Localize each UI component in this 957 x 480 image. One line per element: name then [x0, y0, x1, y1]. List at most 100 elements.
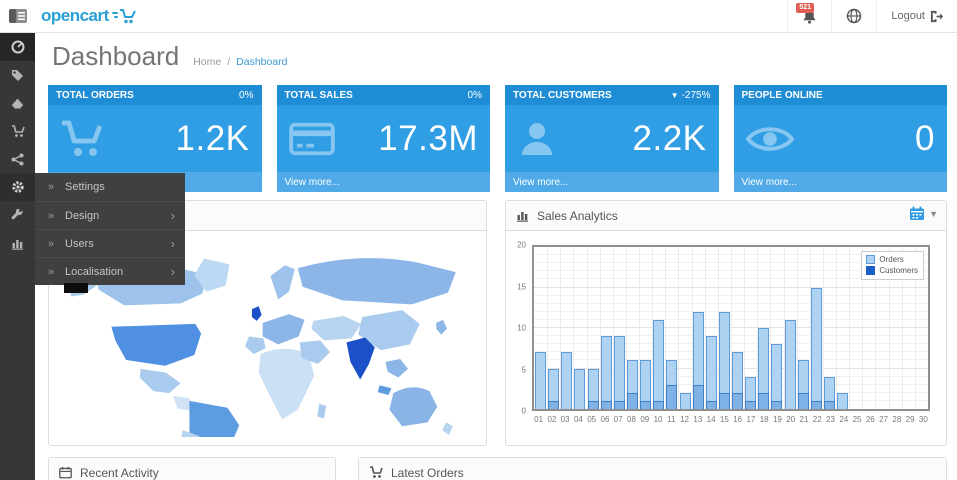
x-tick-label: 08: [627, 415, 636, 424]
x-tick-label: 28: [892, 415, 902, 424]
view-more-link[interactable]: View more...: [276, 172, 490, 192]
panel-title: Latest Orders: [391, 465, 464, 480]
chart-bar-orders: [732, 352, 744, 409]
chart-bar-orders: [718, 311, 730, 409]
breadcrumb-dashboard[interactable]: Dashboard: [236, 56, 288, 68]
logout-button[interactable]: Logout: [876, 0, 957, 32]
legend-swatch-orders: [866, 255, 876, 264]
chart-bar-orders: [600, 336, 612, 409]
tile-label: PEOPLE ONLINE: [741, 89, 823, 101]
double-chevron-icon: »: [48, 237, 55, 250]
submenu-item-design[interactable]: » Design ›: [35, 201, 185, 229]
x-tick-label: 20: [786, 415, 796, 424]
gridline: [809, 247, 811, 409]
opencart-logo[interactable]: opencart: [41, 6, 136, 26]
chart-bar-customers: [640, 400, 652, 409]
y-tick-label: 20: [517, 240, 526, 250]
gridline: [573, 247, 575, 409]
menu-toggle-button[interactable]: [7, 8, 29, 25]
date-range-button[interactable]: ▼: [909, 206, 938, 221]
sidebar-item-sales[interactable]: [0, 117, 35, 145]
gridline: [744, 247, 746, 409]
user-icon: [522, 122, 552, 155]
submenu-item-users[interactable]: » Users ›: [35, 229, 185, 257]
gridline: [586, 247, 588, 409]
x-tick-label: 25: [852, 415, 862, 424]
x-tick-label: 24: [839, 415, 849, 424]
gridline: [731, 247, 732, 409]
chart-bar-customers: [692, 384, 704, 409]
credit-card-icon: [288, 122, 335, 155]
gridline: [665, 247, 667, 409]
view-more-link[interactable]: View more...: [733, 172, 947, 192]
sidebar-item-catalog[interactable]: [0, 61, 35, 89]
chart-bar-orders: [626, 360, 638, 409]
submenu-item-label: Localisation: [65, 265, 124, 278]
submenu-item-localisation[interactable]: » Localisation ›: [35, 257, 185, 285]
gridline: [796, 247, 798, 409]
gridline: [547, 247, 549, 409]
x-tick-label: 29: [905, 415, 915, 424]
legend-label: Customers: [879, 266, 918, 275]
chart-bar-customers: [666, 384, 678, 409]
sidebar-item-tools[interactable]: [0, 201, 35, 229]
breadcrumb-home[interactable]: Home: [193, 56, 222, 68]
sidebar-item-marketing[interactable]: [0, 145, 35, 173]
chart-bar-orders: [587, 368, 599, 409]
gridline: [599, 247, 601, 409]
y-tick-label: 15: [517, 282, 526, 291]
sidebar-item-dashboard[interactable]: [0, 33, 35, 61]
bar-chart-icon: [12, 239, 23, 250]
gridline: [862, 247, 864, 409]
chart-bar-customers: [758, 392, 770, 409]
breadcrumb: Home / Dashboard: [193, 56, 287, 68]
cart-icon: [370, 466, 383, 478]
chart-bar-orders: [679, 392, 691, 409]
submenu-item-label: Settings: [65, 181, 105, 193]
tile-total-customers: TOTAL CUSTOMERS ▼ -275% 2.2K View more..…: [505, 85, 719, 192]
chart-bar-orders: [745, 376, 757, 409]
tile-value: 0: [915, 118, 935, 158]
globe-icon: [847, 8, 862, 24]
stat-tiles: TOTAL ORDERS 0% 1.2K View more... TOTAL …: [48, 85, 947, 192]
gridline: [757, 247, 759, 409]
legend-swatch-customers: [866, 266, 876, 275]
page-title: Dashboard: [52, 41, 180, 71]
x-tick-label: 26: [865, 415, 875, 424]
x-tick-label: 03: [560, 415, 570, 424]
submenu-item-label: Design: [65, 209, 100, 222]
gridline: [914, 247, 916, 409]
share-icon: [11, 153, 24, 165]
chevron-right-icon: ›: [170, 236, 175, 251]
sidebar-item-system[interactable]: [0, 173, 35, 201]
top-header: opencart 521: [0, 0, 957, 33]
chart-bar-customers: [732, 392, 744, 409]
chart-bar-customers: [810, 400, 822, 409]
chart-bar-orders: [705, 336, 717, 409]
notification-badge: 521: [796, 3, 815, 14]
store-front-button[interactable]: [831, 0, 876, 32]
x-tick-label: 22: [812, 415, 822, 424]
x-tick-label: 02: [547, 415, 557, 424]
sidebar-item-reports[interactable]: [0, 229, 35, 257]
panel-title: Recent Activity: [80, 465, 159, 480]
x-tick-label: 17: [746, 415, 756, 424]
chevron-right-icon: ›: [170, 264, 175, 279]
gridline: [901, 247, 903, 409]
view-more-link[interactable]: View more...: [505, 172, 719, 192]
chart-bar-orders: [810, 287, 822, 409]
y-tick-label: 10: [517, 323, 526, 333]
notifications-button[interactable]: 521: [787, 0, 831, 32]
tile-percent: -275%: [681, 89, 711, 101]
tile-percent: 0%: [467, 89, 482, 101]
gridline: [717, 247, 719, 409]
x-tick-label: 19: [772, 415, 782, 424]
x-tick-label: 01: [534, 415, 544, 424]
cart-icon: [62, 120, 103, 156]
chart-x-labels: 01 02 03 04 05 06 07 08 09 10 11 12 13 14 15 16 17 18 19 20…: [532, 415, 930, 427]
submenu-item-settings[interactable]: » Settings: [35, 173, 185, 201]
sign-out-icon: [930, 10, 943, 22]
sidebar-item-extensions[interactable]: [0, 89, 35, 117]
x-tick-label: 23: [826, 415, 835, 424]
